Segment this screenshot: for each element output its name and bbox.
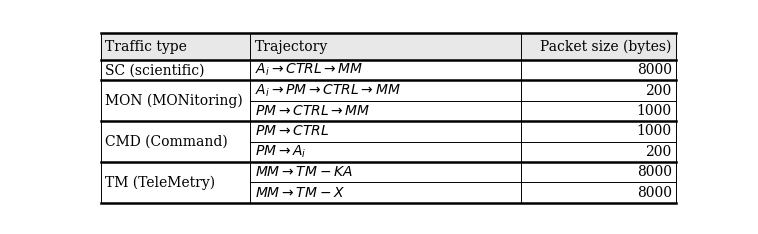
Bar (101, 33, 676, 60)
Text: $A_i \rightarrow CTRL \rightarrow MM$: $A_i \rightarrow CTRL \rightarrow MM$ (255, 62, 363, 78)
Text: 8000: 8000 (637, 186, 672, 200)
Text: 200: 200 (646, 145, 672, 159)
Text: $A_i \rightarrow PM \rightarrow CTRL \rightarrow MM$: $A_i \rightarrow PM \rightarrow CTRL \ri… (255, 82, 401, 99)
Text: $PM \rightarrow CTRL$: $PM \rightarrow CTRL$ (255, 124, 329, 139)
Text: $MM \rightarrow TM - KA$: $MM \rightarrow TM - KA$ (255, 165, 353, 179)
Text: SC (scientific): SC (scientific) (105, 63, 205, 77)
Text: Traffic type: Traffic type (105, 40, 187, 54)
Text: 1000: 1000 (637, 104, 672, 118)
Text: MON (MONitoring): MON (MONitoring) (105, 94, 243, 108)
Text: 200: 200 (646, 84, 672, 98)
Text: $PM \rightarrow A_i$: $PM \rightarrow A_i$ (255, 144, 306, 160)
Text: Packet size (bytes): Packet size (bytes) (540, 40, 672, 54)
Text: $PM \rightarrow CTRL \rightarrow MM$: $PM \rightarrow CTRL \rightarrow MM$ (255, 104, 371, 118)
Text: Trajectory: Trajectory (255, 40, 328, 54)
Text: $MM \rightarrow TM - X$: $MM \rightarrow TM - X$ (255, 186, 345, 200)
Text: 8000: 8000 (637, 165, 672, 179)
Text: CMD (Command): CMD (Command) (105, 135, 228, 149)
Text: 1000: 1000 (637, 124, 672, 139)
Text: 8000: 8000 (637, 63, 672, 77)
Text: TM (TeleMetry): TM (TeleMetry) (105, 175, 215, 190)
